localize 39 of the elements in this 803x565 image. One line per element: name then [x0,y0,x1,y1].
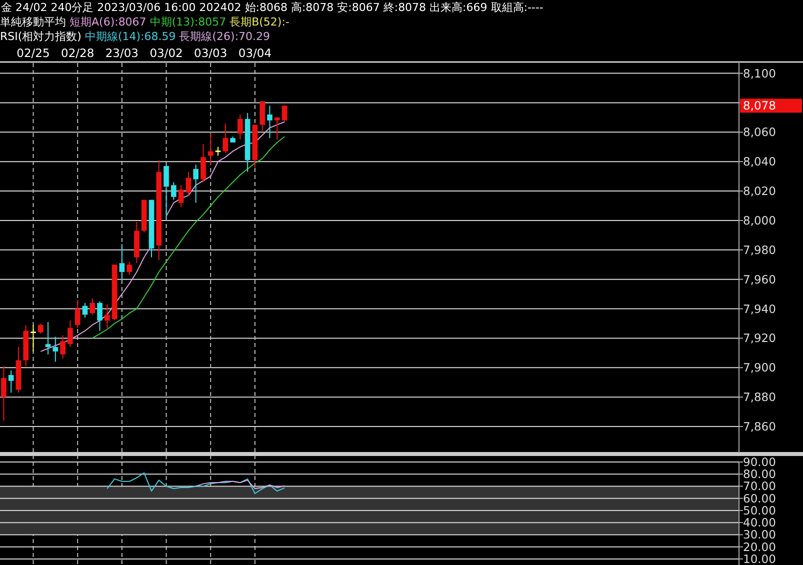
y-tick-label: 7,980 [743,242,776,257]
line-series [195,480,286,490]
text: 短期A(6):8067 [70,16,146,28]
y-tick-label: 50.00 [743,503,776,518]
y-tick-label: 8,040 [743,154,776,169]
x-tick-label: 03/02 [150,46,183,60]
y-tick-label: 70.00 [743,479,776,494]
y-tick-label: 7,880 [743,390,776,404]
x-tick-label: 23/03 [105,46,139,60]
y-tick-label: 80.00 [743,467,776,482]
y-tick-label: 7,900 [743,360,776,375]
x-tick-label: 02/28 [61,46,94,60]
chart-title: 金 24/02 240分足 2023/03/06 16:00 202402 始:8068 高:8078 安:8067 終:8078 出来高:669 取組高:---- [1,1,544,14]
y-tick-label: 10.00 [743,552,776,565]
y-tick-label: 8,000 [743,213,776,228]
text: 長期線(26):70.29 [179,30,270,43]
y-tick-label: 40.00 [743,516,776,530]
line-series [106,472,286,494]
x-tick-label: 03/03 [194,46,228,60]
y-tick-label: 7,920 [743,331,776,346]
y-tick-label: 90.00 [743,455,776,469]
text: RSI(相対力指数) [0,30,82,43]
x-tick-label: 03/04 [238,46,272,60]
y-tick-label: 8,020 [743,184,776,198]
y-tick-label: 7,860 [743,420,776,434]
y-tick-label: 7,960 [743,272,776,286]
text: 単純移動平均 [0,16,66,28]
y-tick-label: 8,100 [743,66,776,80]
text: 中期線(14):68.59 [84,30,176,43]
x-tick-label: 02/25 [16,46,50,60]
y-tick-label: 30.00 [743,528,776,542]
y-tick-label: 8,060 [743,125,776,140]
line-series [92,136,286,339]
text: 8,078 [743,98,776,113]
y-tick-label: 20.00 [743,540,776,554]
y-tick-label: 60.00 [743,491,776,506]
text: 長期B(52):- [230,16,290,28]
text: 中期(13):8057 [150,16,226,28]
y-tick-label: 7,940 [743,302,776,316]
